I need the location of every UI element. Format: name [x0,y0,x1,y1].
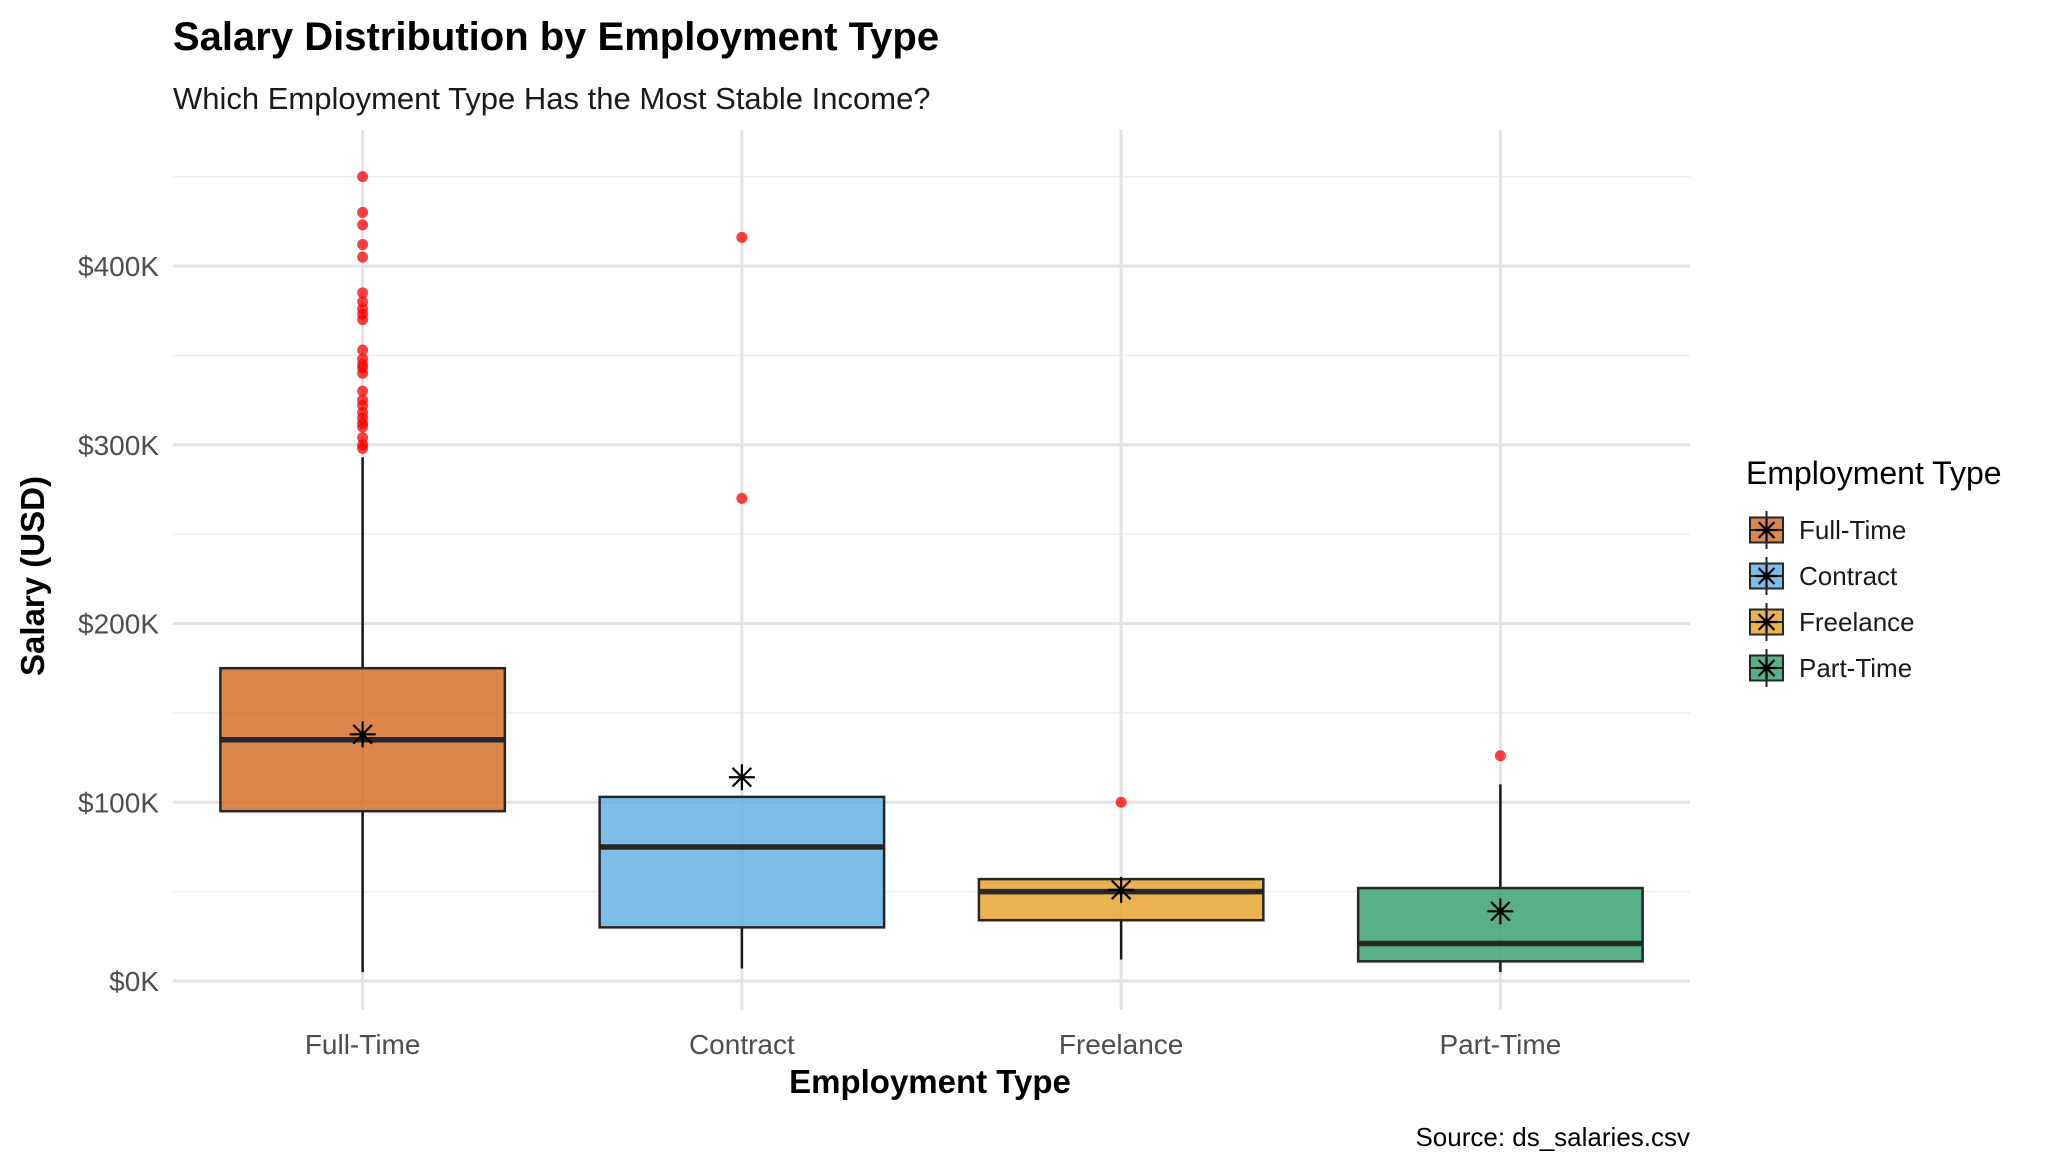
legend-item-part-time: Part-Time [1749,649,1912,687]
outlier-point [357,206,369,218]
mean-marker [1487,898,1514,925]
gridlines [173,130,1690,1010]
legend-title: Employment Type [1746,455,2002,491]
box-contract [598,231,886,969]
legend-key-mean [1755,565,1778,587]
y-axis-title: Salary (USD) [14,476,51,676]
legend-label: Part-Time [1799,653,1912,683]
outlier-point [1494,750,1506,762]
legend-label: Full-Time [1799,515,1906,545]
mean-marker [1108,876,1135,903]
legend-key-mean [1755,611,1778,633]
y-tick-label: $300K [78,430,159,461]
legend: Employment Type Full-Time Contract Freelan… [1746,455,2002,687]
outlier-point [357,394,369,406]
x-tick-label: Part-Time [1439,1029,1561,1060]
outlier-point [357,171,369,183]
outlier-point [357,239,369,251]
legend-key-mean [1755,519,1778,541]
x-tick-label: Freelance [1059,1029,1184,1060]
outlier-point [357,287,369,299]
y-tick-label: $400K [78,251,159,282]
x-axis-ticks: Full-Time Contract Freelance Part-Time [305,1029,1561,1060]
iqr-box [598,795,886,929]
outlier-point [736,492,748,504]
chart-title: Salary Distribution by Employment Type [173,15,939,59]
box-freelance [977,796,1265,960]
legend-item-contract: Contract [1749,557,1898,595]
legend-label: Contract [1799,561,1898,591]
chart-subtitle: Which Employment Type Has the Most Stabl… [173,81,931,116]
y-axis-ticks: $0K $100K $200K $300K $400K [78,251,159,997]
y-tick-label: $200K [78,609,159,640]
y-tick-label: $100K [78,787,159,818]
outlier-point [357,432,369,444]
chart-caption: Source: ds_salaries.csv [1415,1122,1690,1152]
outlier-point [357,296,369,308]
mean-marker [349,721,376,748]
legend-item-full-time: Full-Time [1749,511,1906,549]
x-tick-label: Contract [689,1029,795,1060]
outlier-point [357,385,369,397]
mean-marker [728,764,755,791]
box-plots [219,171,1644,973]
outlier-point [1115,796,1127,808]
x-axis-title: Employment Type [789,1063,1071,1100]
outlier-point [357,251,369,263]
box-full-time [219,171,507,973]
box-part-time [1356,750,1644,973]
outlier-point [736,231,748,243]
legend-key-mean [1755,657,1778,679]
y-tick-label: $0K [109,966,159,997]
outlier-point [357,219,369,231]
x-tick-label: Full-Time [305,1029,421,1060]
outlier-point [357,344,369,356]
legend-label: Freelance [1799,607,1915,637]
legend-item-freelance: Freelance [1749,603,1915,641]
outlier-point [357,353,369,365]
